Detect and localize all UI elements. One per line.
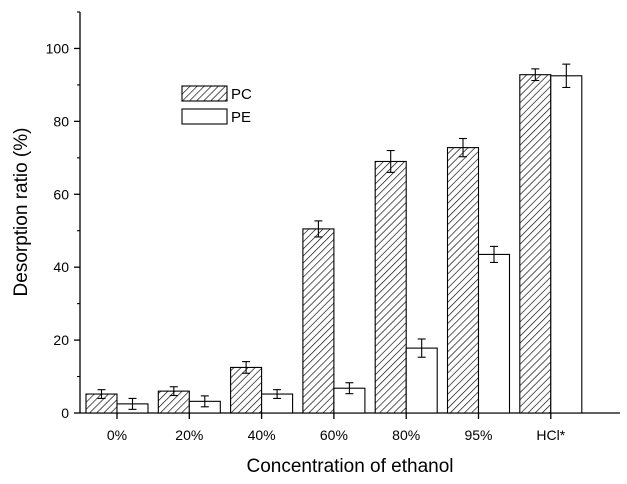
- bar-pc: [519, 74, 552, 414]
- y-axis-ticks: 0 20 40 60 80 100: [46, 11, 80, 421]
- x-tick-label: 80%: [392, 427, 420, 443]
- bar-series: [85, 74, 583, 414]
- x-tick-label: 0%: [107, 427, 127, 443]
- bar-pe: [550, 75, 583, 414]
- x-tick-label: 20%: [175, 427, 203, 443]
- error-bars: [97, 63, 571, 410]
- y-tick-label: 20: [53, 332, 69, 348]
- y-tick-label: 100: [46, 40, 70, 56]
- bar-pe: [477, 253, 511, 414]
- legend: PC PE: [181, 85, 252, 126]
- legend-swatch-pc: [181, 85, 228, 102]
- legend-label-pe: PE: [231, 109, 251, 126]
- legend-label-pc: PC: [231, 86, 252, 103]
- y-tick-label: 40: [53, 259, 69, 275]
- x-tick-label: 95%: [464, 427, 492, 443]
- x-axis-ticks: 0% 20% 40% 60% 80% 95% HCl*: [107, 413, 566, 443]
- bar-pe: [405, 347, 438, 414]
- bar-pc: [446, 147, 480, 414]
- bar-pc: [230, 366, 263, 414]
- x-tick-label: 40%: [248, 427, 276, 443]
- x-tick-label: HCl*: [536, 427, 565, 443]
- y-tick-label: 0: [61, 405, 69, 421]
- y-tick-label: 80: [53, 113, 69, 129]
- bar-pc: [374, 160, 407, 414]
- x-axis-title: Concentration of ethanol: [246, 456, 453, 477]
- y-tick-label: 60: [53, 186, 69, 202]
- x-tick-label: 60%: [320, 427, 348, 443]
- bar-pc: [302, 228, 335, 414]
- legend-swatch-pe: [181, 108, 228, 125]
- y-axis-title: Desorption ratio (%): [11, 128, 32, 297]
